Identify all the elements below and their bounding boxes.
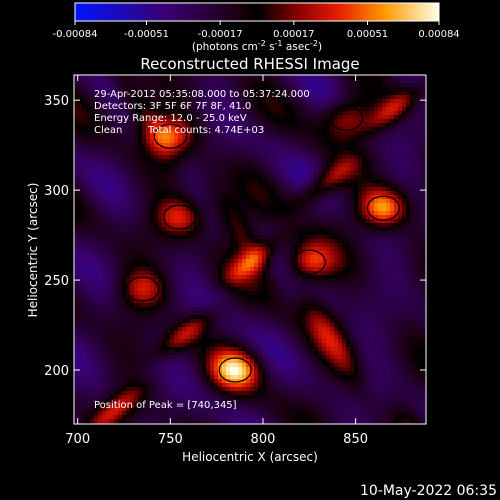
annotation-method: Clean — [94, 125, 122, 136]
y-tick-label: 350 — [44, 94, 69, 109]
colorbar-ticks: -0.00084 -0.00051 -0.00017 0.00017 0.00051 0.… — [53, 21, 460, 40]
x-axis-label: Heliocentric X (arcsec) — [182, 450, 318, 464]
annotation-detectors: Detectors: 3F 5F 6F 7F 8F, 41.0 — [94, 101, 251, 112]
contour — [163, 204, 197, 230]
y-tick-label: 300 — [44, 184, 69, 199]
annotation-time-range: 29-Apr-2012 05:35:08.000 to 05:37:24.000 — [94, 89, 310, 100]
colorbar-tick-label: -0.00017 — [198, 29, 243, 40]
x-tick-label: 800 — [251, 432, 276, 447]
contour — [292, 249, 326, 275]
annotation-total-counts: Total counts: 4.74E+03 — [147, 125, 264, 136]
contour-lines — [125, 105, 400, 383]
footer-date: 10-May-2022 06:35 — [360, 483, 497, 499]
y-tick-label: 250 — [44, 274, 69, 289]
colorbar-tick-label: 0.00017 — [273, 29, 314, 40]
x-tick-label: 700 — [65, 432, 90, 447]
colorbar-tick-label: 0.00051 — [347, 29, 388, 40]
annotation-peak: Position of Peak = [740,345] — [94, 400, 237, 411]
contour — [366, 195, 400, 221]
contour — [329, 105, 363, 131]
plot-frame — [73, 74, 427, 425]
colorbar-tick-label: -0.00051 — [124, 29, 169, 40]
x-tick-label: 850 — [343, 432, 368, 447]
colorbar-tick-label: -0.00084 — [53, 29, 98, 40]
x-tick-label: 750 — [158, 432, 183, 447]
annotation-block: 29-Apr-2012 05:35:08.000 to 05:37:24.000… — [94, 89, 310, 411]
contour — [125, 276, 160, 302]
annotation-energy: Energy Range: 12.0 - 25.0 keV — [94, 113, 247, 124]
y-tick-label: 200 — [44, 364, 69, 379]
colorbar-unit-label: (photons cm-2 s-1 asec-2) — [192, 39, 322, 53]
contour — [153, 123, 187, 149]
colorbar — [74, 2, 440, 22]
heatmap-image — [74, 75, 426, 424]
contour — [218, 357, 252, 383]
axis-ticks: 700 750 800 850 200 250 300 350 — [44, 75, 426, 447]
colorbar-tick-label: 0.00084 — [418, 29, 459, 40]
chart-title: Reconstructed RHESSI Image — [140, 55, 359, 73]
y-axis-label: Heliocentric Y (arcsec) — [26, 183, 40, 318]
